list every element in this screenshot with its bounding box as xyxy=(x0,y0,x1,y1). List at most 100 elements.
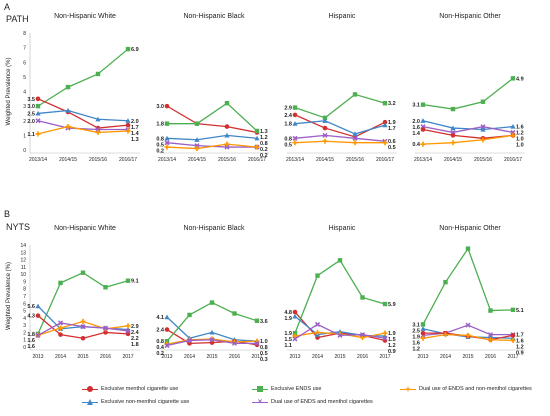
data-point-ends xyxy=(254,318,260,323)
end-value-label: 2.0 xyxy=(131,119,139,125)
end-value-label: 3.2 xyxy=(388,101,396,107)
data-point-dual_nonmenthol xyxy=(35,131,41,137)
end-value-label: 0.8 xyxy=(260,345,268,351)
data-point-dual_nonmenthol xyxy=(164,144,170,150)
data-point-ends xyxy=(510,76,516,81)
data-point-ends xyxy=(352,92,358,97)
data-point-dual_menthol xyxy=(292,336,298,342)
data-point-menthol xyxy=(292,309,298,315)
data-point-nonmenthol xyxy=(194,137,200,142)
data-point-menthol xyxy=(224,124,230,129)
x-tick-label: 2014/15 xyxy=(59,157,77,163)
start-value-label: 5.6 xyxy=(27,304,35,310)
data-point-nonmenthol xyxy=(95,116,101,122)
legend-swatch-nonmenthol xyxy=(82,399,98,405)
start-value-label: 1.9 xyxy=(284,316,292,322)
x-tick-label: 2014 xyxy=(440,354,451,360)
facet-non-hispanic-other: Non-Hispanic Other 2013/14 2014/15 2015/16 2… xyxy=(412,13,525,163)
series-line-dual_nonmenthol xyxy=(422,134,514,145)
end-value-label: 0.5 xyxy=(388,145,396,151)
legend-swatch-dual-nonmenthol: + xyxy=(400,385,416,394)
legend: Exclusive menthol cigarette use Exclusiv… xyxy=(82,385,542,416)
series-line-dual_nonmenthol xyxy=(166,143,258,150)
data-point-dual_nonmenthol xyxy=(487,337,494,343)
data-point-nonmenthol xyxy=(35,110,41,116)
data-point-menthol xyxy=(80,335,86,341)
data-point-ends xyxy=(337,258,343,263)
start-value-label: 0.8 xyxy=(156,136,164,142)
data-point-ends xyxy=(80,270,86,275)
series-line-ends xyxy=(294,93,386,119)
data-point-dual_menthol xyxy=(337,332,343,338)
data-point-nonmenthol xyxy=(65,107,71,113)
data-point-ends xyxy=(232,311,237,316)
start-value-label: 3.0 xyxy=(27,104,35,110)
end-value-label: 1.0 xyxy=(516,137,524,143)
y-axis-label: Weighted Prevalence (%) xyxy=(6,262,12,330)
facet-title: Hispanic xyxy=(329,225,356,232)
end-value-label: 0.2 xyxy=(260,153,268,159)
data-point-ends xyxy=(125,46,131,52)
end-value-label: 1.6 xyxy=(516,339,524,345)
y-tick-label: 10 xyxy=(20,272,26,278)
data-point-dual_nonmenthol xyxy=(314,329,321,336)
end-value-label: 1.2 xyxy=(516,131,524,137)
y-tick-label: 5 xyxy=(23,309,26,315)
data-point-dual_menthol xyxy=(95,126,101,133)
series-line-dual_nonmenthol xyxy=(37,125,129,135)
data-point-ends xyxy=(164,338,170,344)
data-point-dual_menthol xyxy=(292,135,298,141)
x-tick-label: 2015 xyxy=(334,354,345,360)
data-point-nonmenthol xyxy=(352,131,358,136)
data-point-dual_menthol xyxy=(164,140,170,146)
facet-non-hispanic-other: Non-Hispanic Other 2013 2014 2015 2016 2017 3.… xyxy=(412,225,525,360)
start-value-label: 0.8 xyxy=(156,339,164,345)
y-tick-label: 2 xyxy=(23,119,26,125)
legend-item-dual-menthol: × Dual use of ENDS and menthol cigarette… xyxy=(252,398,373,406)
x-tick-label: 2014 xyxy=(184,354,195,360)
y-tick-label: 6 xyxy=(23,301,26,307)
data-point-dual_nonmenthol xyxy=(194,145,200,152)
data-point-dual_nonmenthol xyxy=(442,332,449,338)
start-value-label: 1.9 xyxy=(412,334,420,340)
legend-label-ends: Exclusive ENDS use xyxy=(271,386,322,392)
legend-label-dual-menthol: Dual use of ENDS and menthol cigarettes xyxy=(271,399,373,405)
start-value-label: 1.9 xyxy=(284,331,292,337)
data-point-dual_menthol xyxy=(186,337,193,343)
start-value-label: 3.1 xyxy=(412,322,420,328)
data-point-ends xyxy=(209,300,215,305)
data-point-dual_nonmenthol xyxy=(510,337,516,344)
data-point-ends xyxy=(103,285,108,290)
data-point-dual_nonmenthol xyxy=(359,334,366,341)
data-point-ends xyxy=(450,106,456,112)
facet-title: Non-Hispanic Black xyxy=(183,225,245,232)
start-value-label: 1.1 xyxy=(27,132,35,138)
start-value-label: 3.1 xyxy=(412,103,420,109)
data-point-ends xyxy=(125,278,131,283)
x-tick-label: 2015/16 xyxy=(474,157,492,163)
data-point-dual_nonmenthol xyxy=(95,129,101,136)
data-point-menthol xyxy=(125,122,131,128)
y-tick-label: 8 xyxy=(23,287,26,293)
series-line-nonmenthol xyxy=(166,134,258,141)
data-point-menthol xyxy=(420,127,426,132)
end-value-label: 6.9 xyxy=(131,47,139,53)
start-value-label: 0.2 xyxy=(156,148,164,154)
end-value-label: 1.2 xyxy=(516,345,524,351)
data-point-nonmenthol xyxy=(510,124,516,129)
data-point-nonmenthol xyxy=(480,126,486,132)
start-value-label: 4.1 xyxy=(156,315,164,321)
x-tick-label: 2013 xyxy=(161,354,172,360)
data-point-dual_menthol xyxy=(35,332,41,338)
data-point-dual_nonmenthol xyxy=(125,323,131,329)
data-point-ends xyxy=(164,121,170,126)
series-line-ends xyxy=(37,48,129,107)
x-tick-label: 2015/16 xyxy=(346,157,364,163)
start-value-label: 0.2 xyxy=(156,351,164,357)
start-value-label: 1.6 xyxy=(412,125,420,131)
end-value-label: 4.9 xyxy=(516,76,524,82)
data-point-dual_nonmenthol xyxy=(352,140,358,146)
data-point-dual_nonmenthol xyxy=(322,138,328,144)
